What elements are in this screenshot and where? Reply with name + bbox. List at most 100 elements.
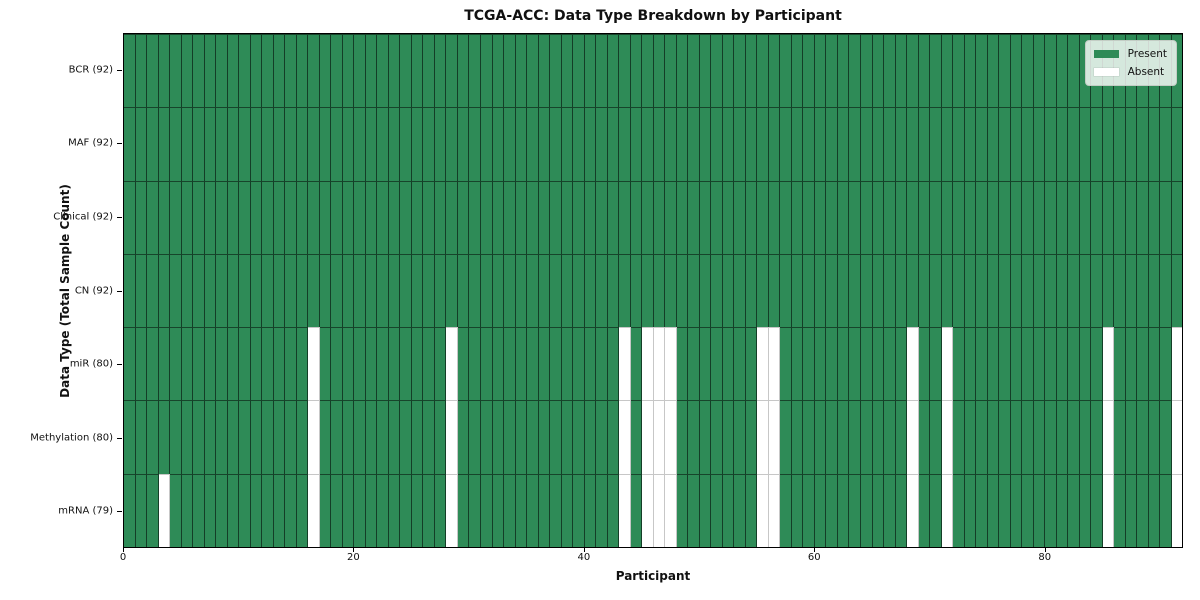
heatmap-cell — [296, 473, 309, 547]
heatmap-cell — [1045, 34, 1057, 108]
y-tick-label-methylation: Methylation (80) — [30, 432, 113, 444]
heatmap-cell — [688, 107, 700, 181]
heatmap-cell — [826, 180, 838, 254]
heatmap-cell — [1045, 107, 1057, 181]
heatmap-cell — [469, 473, 481, 547]
x-tick-label-60: 60 — [807, 552, 821, 563]
heatmap-cell — [734, 107, 746, 181]
heatmap-cell — [676, 473, 689, 547]
heatmap-cell — [135, 473, 148, 547]
heatmap-cell — [768, 400, 781, 474]
heatmap-cell — [400, 473, 412, 547]
heatmap-cell — [296, 107, 309, 181]
heatmap-cell — [561, 34, 574, 108]
heatmap-cell — [941, 473, 954, 547]
heatmap-cell — [987, 34, 1000, 108]
heatmap-cell — [1033, 327, 1046, 401]
plot-area: Present Absent — [123, 33, 1183, 548]
heatmap-cell — [596, 473, 608, 547]
heatmap-cell — [308, 400, 320, 474]
heatmap-cell — [124, 107, 136, 181]
heatmap-cell — [630, 34, 643, 108]
heatmap-cell — [1068, 253, 1080, 328]
heatmap-cell — [814, 107, 827, 181]
heatmap-cell — [964, 34, 977, 108]
heatmap-cell — [204, 400, 217, 474]
heatmap-cell — [930, 34, 942, 108]
heatmap-cell — [504, 34, 516, 108]
legend-item-present: Present — [1093, 48, 1167, 60]
heatmap-cell — [1171, 473, 1183, 547]
heatmap-row-bcr — [124, 34, 1183, 108]
heatmap-cell — [388, 107, 401, 181]
heatmap-cell — [953, 180, 965, 254]
heatmap-cell — [872, 180, 885, 254]
heatmap-cell — [515, 107, 528, 181]
heatmap-cell — [1137, 473, 1149, 547]
heatmap-cell — [446, 34, 458, 108]
heatmap-cell — [239, 400, 251, 474]
heatmap-cell — [434, 327, 447, 401]
heatmap-cell — [1022, 253, 1034, 328]
heatmap-cell — [193, 473, 205, 547]
heatmap-cell — [515, 253, 528, 328]
heatmap-cell — [480, 253, 493, 328]
heatmap-cell — [953, 253, 965, 328]
heatmap-cell — [861, 180, 873, 254]
heatmap-cell — [446, 253, 458, 328]
heatmap-cell — [1010, 34, 1023, 108]
heatmap-cell — [849, 180, 861, 254]
heatmap-cell — [538, 34, 551, 108]
heatmap-cell — [780, 180, 792, 254]
heatmap-cell — [573, 180, 585, 254]
heatmap-cell — [296, 34, 309, 108]
heatmap-cell — [227, 327, 240, 401]
heatmap-cell — [1045, 400, 1057, 474]
heatmap-cell — [365, 327, 378, 401]
heatmap-cell — [1160, 180, 1172, 254]
heatmap-cell — [665, 34, 677, 108]
heatmap-cell — [193, 400, 205, 474]
heatmap-cell — [780, 400, 792, 474]
heatmap-cell — [642, 473, 654, 547]
heatmap-cell — [584, 473, 597, 547]
heatmap-cell — [365, 400, 378, 474]
heatmap-cell — [480, 34, 493, 108]
heatmap-cell — [803, 473, 815, 547]
heatmap-cell — [158, 253, 171, 328]
heatmap-cell — [480, 473, 493, 547]
x-tick-mark — [123, 548, 124, 552]
heatmap-cell — [653, 327, 666, 401]
heatmap-cell — [630, 327, 643, 401]
heatmap-cell — [814, 327, 827, 401]
heatmap-cell — [285, 473, 297, 547]
heatmap-cell — [515, 400, 528, 474]
heatmap-cell — [607, 473, 620, 547]
heatmap-cell — [895, 180, 908, 254]
heatmap-cell — [665, 400, 677, 474]
heatmap-cell — [699, 253, 712, 328]
heatmap-cell — [711, 327, 723, 401]
heatmap-cell — [1033, 473, 1046, 547]
heatmap-cell — [273, 180, 286, 254]
heatmap-cell — [250, 34, 263, 108]
heatmap-cell — [607, 34, 620, 108]
heatmap-cell — [872, 107, 885, 181]
heatmap-cell — [607, 107, 620, 181]
heatmap-cell — [227, 180, 240, 254]
y-tick-mark — [117, 216, 122, 218]
heatmap-cell — [849, 107, 861, 181]
heatmap-cell — [987, 253, 1000, 328]
heatmap-cell — [699, 327, 712, 401]
heatmap-cell — [1022, 473, 1034, 547]
heatmap-cell — [803, 180, 815, 254]
heatmap-cell — [1160, 107, 1172, 181]
heatmap-cell — [400, 327, 412, 401]
heatmap-cell — [147, 400, 159, 474]
heatmap-cell — [688, 180, 700, 254]
heatmap-cell — [331, 327, 343, 401]
heatmap-cell — [331, 107, 343, 181]
heatmap-cell — [377, 253, 389, 328]
heatmap-cell — [573, 34, 585, 108]
heatmap-cell — [457, 253, 470, 328]
